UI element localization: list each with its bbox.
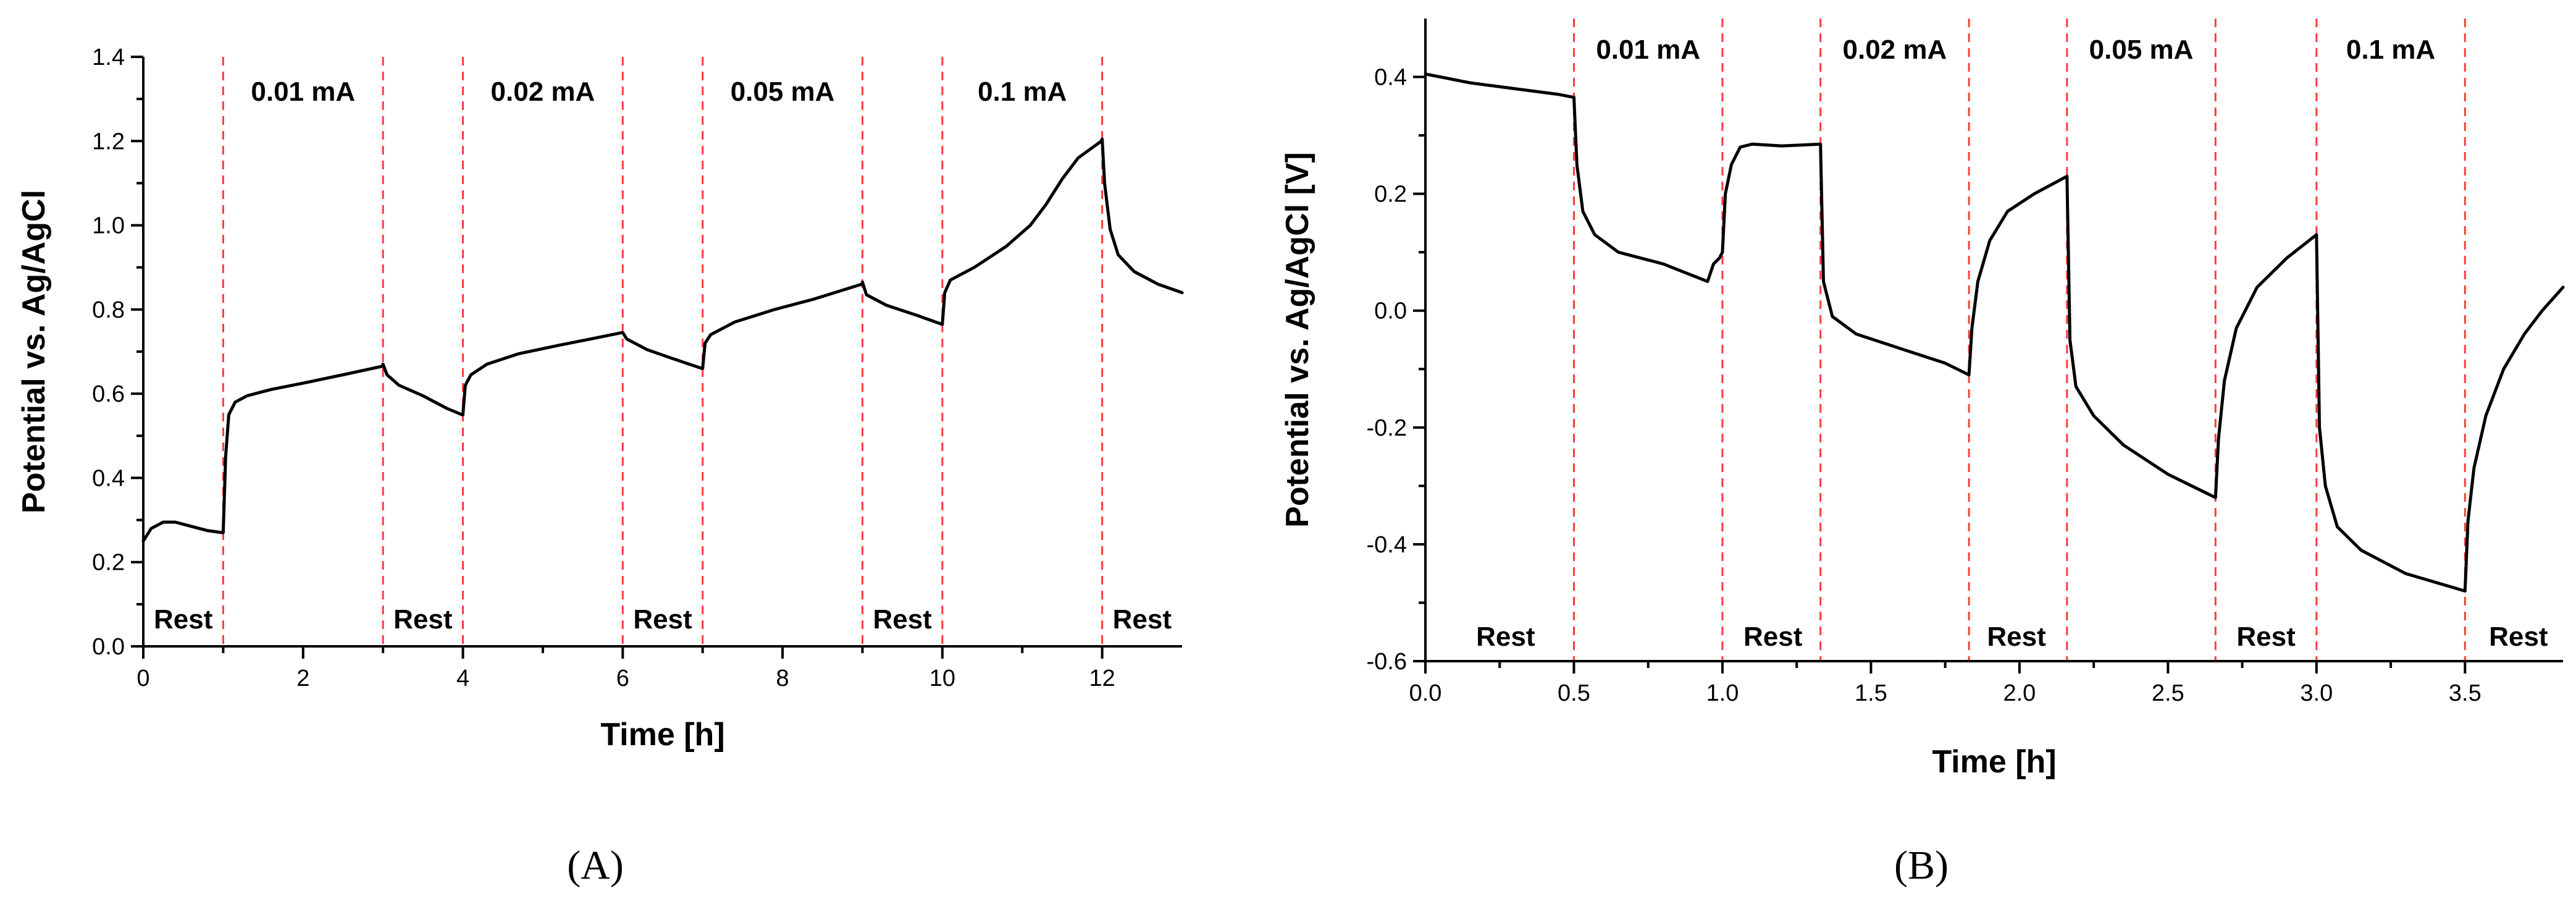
current-label-b-1: 0.02 mA: [1843, 35, 1947, 65]
y-axis-title-b: Potential vs. Ag/AgCl [V]: [1280, 152, 1315, 528]
rest-label-b-1: Rest: [1743, 622, 1803, 652]
potential-trace-a-0: [141, 137, 1184, 543]
current-label-a-0: 0.01 mA: [251, 77, 355, 107]
y-tick-label-b-0: -0.6: [1367, 649, 1407, 675]
rest-label-b-4: Rest: [2489, 622, 2548, 652]
y-axis-title-a: Potential vs. Ag/AgCl: [16, 190, 52, 513]
y-tick-label-a-3: 0.6: [92, 381, 125, 407]
y-tick-label-b-4: 0.2: [1374, 182, 1407, 208]
current-label-b-0: 0.01 mA: [1596, 35, 1700, 65]
rest-label-a-4: Rest: [1113, 604, 1172, 635]
rest-label-b-2: Rest: [1987, 622, 2046, 652]
x-tick-label-a-2: 4: [456, 665, 469, 691]
current-label-a-3: 0.1 mA: [978, 77, 1067, 107]
y-tick-label-a-4: 0.8: [92, 297, 125, 323]
current-label-a-1: 0.02 mA: [491, 77, 595, 107]
chart-b: 0.0 0.5 1.0 1.5 2.0 2.5 3.0 3.5 -0.6 -0.4 -0.2 0.0 0…: [1280, 19, 2565, 780]
x-tick-label-a-3: 6: [616, 665, 629, 691]
chart-a: 0 2 4 6 8 10 12 0.0 0.2 0.4 0.6 0.8 1.0 1.2 1.4 Time [h…: [16, 44, 1184, 753]
rest-label-a-0: Rest: [154, 604, 213, 635]
y-tick-label-b-2: -0.2: [1367, 415, 1407, 441]
rest-label-b-3: Rest: [2236, 622, 2296, 652]
y-tick-label-a-5: 1.0: [92, 213, 125, 239]
x-tick-label-a-0: 0: [136, 665, 149, 691]
panel-label-a: (A): [567, 843, 624, 888]
y-tick-label-a-6: 1.2: [92, 129, 125, 154]
x-tick-label-b-6: 3.0: [2300, 680, 2333, 706]
x-tick-label-b-0: 0.0: [1409, 680, 1442, 706]
x-axis-title-a: Time [h]: [600, 717, 724, 753]
x-tick-label-a-6: 12: [1089, 665, 1115, 691]
x-tick-label-a-4: 8: [776, 665, 789, 691]
y-tick-label-a-1: 0.2: [92, 550, 125, 576]
current-label-a-2: 0.05 mA: [731, 77, 835, 107]
y-tick-label-b-3: 0.0: [1374, 298, 1407, 324]
rest-label-a-1: Rest: [393, 604, 453, 635]
y-tick-label-b-5: 0.4: [1374, 65, 1407, 91]
rest-label-a-2: Rest: [633, 604, 692, 635]
x-tick-label-b-2: 1.0: [1706, 680, 1739, 706]
x-tick-label-a-1: 2: [296, 665, 309, 691]
x-tick-label-b-1: 0.5: [1558, 680, 1590, 706]
x-axis-title-b: Time [h]: [1932, 744, 2056, 780]
rest-label-b-0: Rest: [1476, 622, 1535, 652]
current-label-b-2: 0.05 mA: [2089, 35, 2194, 65]
potential-trace-b-0: [1424, 72, 2565, 593]
x-tick-label-b-4: 2.0: [2003, 680, 2036, 706]
x-tick-label-b-5: 2.5: [2152, 680, 2184, 706]
y-tick-label-a-7: 1.4: [92, 44, 125, 70]
x-tick-label-b-7: 3.5: [2449, 680, 2482, 706]
y-tick-label-b-1: -0.4: [1367, 532, 1407, 558]
x-tick-label-a-5: 10: [929, 665, 955, 691]
y-tick-label-a-0: 0.0: [92, 634, 125, 660]
y-tick-label-a-2: 0.4: [92, 465, 125, 491]
current-label-b-3: 0.1 mA: [2346, 35, 2435, 65]
panel-label-b: (B): [1894, 843, 1949, 888]
rest-label-a-3: Rest: [873, 604, 932, 635]
x-tick-label-b-3: 1.5: [1855, 680, 1887, 706]
